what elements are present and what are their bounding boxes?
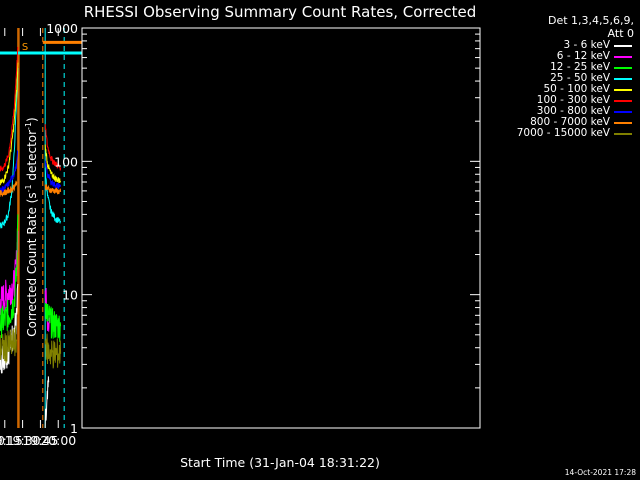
legend-label-7: 800 - 7000 keV — [530, 116, 610, 128]
legend-swatch-3 — [614, 78, 632, 80]
legend-label-3: 25 - 50 keV — [550, 72, 610, 84]
legend-swatch-0 — [614, 45, 632, 47]
x-tick-label-3: 19:30 — [5, 433, 41, 448]
x-tick-label-4: 19:45 — [22, 433, 58, 448]
x-axis-label: Start Time (31-Jan-04 18:31:22) — [180, 455, 380, 470]
legend-entry-2: 12 - 25 keV — [484, 62, 634, 73]
legend: Det 1,3,4,5,6,9, Att 0 3 - 6 keV 6 - 12 k… — [484, 14, 634, 139]
series-line-8 — [0, 325, 62, 369]
legend-swatch-4 — [614, 89, 632, 91]
series-line-3 — [0, 68, 62, 229]
legend-swatch-8 — [614, 133, 632, 135]
legend-entry-7: 800 - 7000 keV — [484, 117, 634, 128]
plot-frame — [81, 27, 481, 429]
y-axis-label: Corrected Count Rate (s-1 detector-1) — [24, 117, 39, 336]
legend-swatch-5 — [614, 100, 632, 102]
legend-entry-0: 3 - 6 keV — [484, 40, 634, 51]
series-line-6 — [0, 150, 62, 194]
series-line-1 — [0, 231, 51, 332]
legend-swatch-2 — [614, 67, 632, 69]
legend-label-5: 100 - 300 keV — [536, 94, 610, 106]
legend-swatch-7 — [614, 122, 632, 124]
legend-rows: 3 - 6 keV 6 - 12 keV 12 - 25 keV 25 - 50 ke… — [484, 40, 634, 139]
y-tick-label-3: 1000 — [46, 21, 78, 36]
legend-title-1: Det 1,3,4,5,6,9, — [547, 14, 634, 27]
x-tick-label-5: 20:00 — [40, 433, 76, 448]
x-tick-label-2: 19:15 — [0, 433, 23, 448]
legend-swatch-6 — [614, 111, 632, 113]
chart-title: RHESSI Observing Summary Count Rates, Co… — [84, 3, 477, 21]
series-line-4 — [0, 62, 62, 186]
y-tick-label-2: 100 — [54, 154, 78, 169]
legend-label-6: 300 - 800 keV — [536, 105, 610, 117]
legend-label-4: 50 - 100 keV — [543, 83, 610, 95]
series-line-2 — [0, 214, 62, 342]
plot-layer: NS — [0, 28, 82, 429]
annotation-1: S — [22, 42, 28, 53]
legend-entry-1: 6 - 12 keV — [484, 51, 634, 62]
legend-entry-4: 50 - 100 keV — [484, 84, 634, 95]
legend-swatch-1 — [614, 56, 632, 58]
footer-timestamp: 14-Oct-2021 17:28 — [564, 468, 636, 477]
y-tick-label-1: 10 — [62, 288, 78, 303]
legend-label-8: 7000 - 15000 keV — [516, 127, 610, 139]
legend-entry-8: 7000 - 15000 keV — [484, 128, 634, 139]
legend-entry-5: 100 - 300 keV — [484, 95, 634, 106]
series-line-5 — [0, 46, 62, 172]
legend-entry-3: 25 - 50 keV — [484, 73, 634, 84]
legend-title-2: Att 0 — [607, 27, 634, 40]
y-tick-label-0: 1 — [70, 421, 78, 436]
x-tick-label-1: 19:00 — [0, 433, 5, 448]
legend-label-1: 6 - 12 keV — [556, 50, 610, 62]
legend-label-2: 12 - 25 keV — [550, 61, 610, 73]
legend-label-0: 3 - 6 keV — [563, 39, 610, 51]
series-line-7 — [0, 180, 62, 197]
legend-entry-6: 300 - 800 keV — [484, 106, 634, 117]
